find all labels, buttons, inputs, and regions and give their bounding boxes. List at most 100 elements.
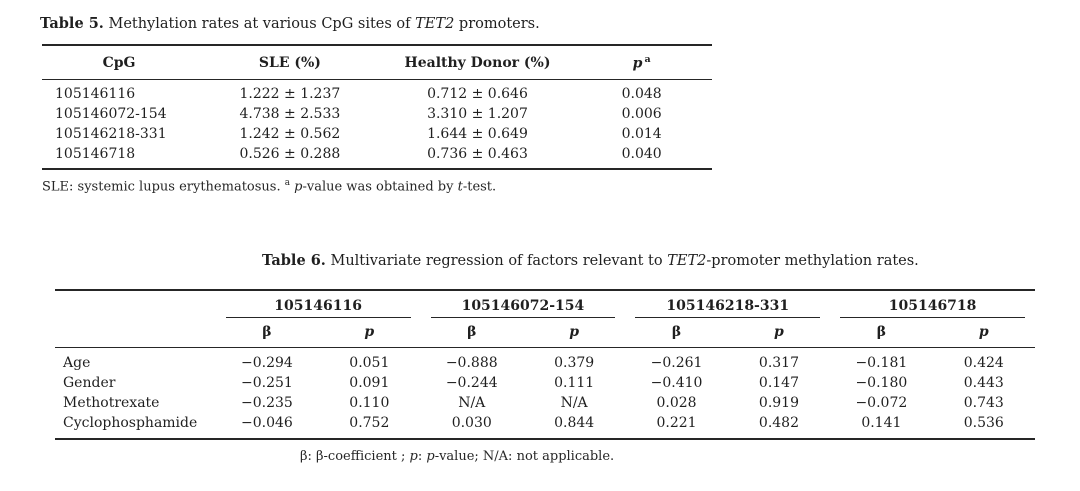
cell-sle: 4.738 ± 2.533: [239, 105, 341, 122]
cell-beta: 0.221: [656, 414, 697, 431]
table6-caption-gene: TET2: [667, 252, 707, 269]
table-row: Age −0.294 0.051 −0.888 0.379 −0.261 0.3…: [55, 347, 1035, 373]
p-symbol: p: [409, 448, 418, 464]
cell-p: 0.048: [621, 85, 662, 102]
table5-footnote: SLE: systemic lupus erythematosus. a p-v…: [42, 175, 1080, 195]
cell-beta: −0.261: [650, 354, 703, 371]
cell-beta: −0.251: [241, 374, 293, 391]
group-header-105146116: 105146116: [216, 290, 421, 318]
cell-p: 0.424: [963, 354, 1004, 371]
table6: 105146116 105146072-154 105146218-331 10…: [55, 288, 1035, 440]
table-row: Cyclophosphamide −0.046 0.752 0.030 0.84…: [55, 413, 1035, 439]
cell-p: 0.536: [963, 414, 1004, 431]
table6-caption-tail: -promoter methylation rates.: [706, 252, 919, 269]
cell-cpg: 105146218-331: [55, 125, 167, 142]
document-page: Table 5. Methylation rates at various Cp…: [0, 14, 1080, 465]
table6-footnote: β: β-coefficient ; p: p-value; N/A: not …: [300, 448, 1080, 465]
table-row: 105146116 1.222 ± 1.237 0.712 ± 0.646 0.…: [42, 79, 712, 104]
cell-p: 0.379: [554, 354, 595, 371]
table5-caption-tail: promoters.: [454, 16, 540, 32]
p-symbol: p: [426, 448, 435, 464]
p-symbol: p: [632, 55, 643, 72]
cell-cpg: 105146072-154: [55, 105, 167, 122]
group-header-105146218-331: 105146218-331: [625, 290, 830, 318]
cell-p: 0.091: [349, 374, 390, 391]
col-header-p: p: [569, 323, 580, 340]
cell-p: 0.317: [758, 354, 799, 371]
empty-corner-cell: [55, 318, 216, 348]
table-row: 105146218-331 1.242 ± 0.562 1.644 ± 0.64…: [42, 124, 712, 144]
cell-beta: −0.046: [241, 414, 293, 431]
row-label: Methotrexate: [63, 394, 160, 411]
table6-caption-label: Table 6.: [262, 251, 326, 269]
cell-p: 0.752: [349, 414, 390, 431]
cell-beta: −0.180: [855, 374, 908, 391]
row-label: Age: [63, 354, 91, 371]
cell-beta: N/A: [458, 394, 486, 411]
col-header-beta: β: [876, 323, 886, 340]
cell-p: 0.147: [758, 374, 799, 391]
table-row: 105146072-154 4.738 ± 2.533 3.310 ± 1.20…: [42, 104, 712, 124]
cell-beta: −0.294: [241, 354, 293, 371]
empty-corner-cell: [55, 290, 216, 318]
cell-p: 0.919: [758, 394, 799, 411]
cell-cpg: 105146718: [55, 145, 136, 162]
table6-subheader-row: β p β p β p β p: [55, 318, 1035, 348]
table5-caption-text: Methylation rates at various CpG sites o…: [103, 16, 416, 32]
cell-p: 0.111: [554, 374, 595, 391]
cell-beta: −0.072: [855, 394, 908, 411]
table5-caption-label: Table 5.: [40, 15, 104, 32]
cell-p: 0.443: [963, 374, 1004, 391]
footnote-text: SLE: systemic lupus erythematosus.: [42, 178, 285, 194]
cell-p: 0.110: [349, 394, 390, 411]
cell-p: 0.482: [758, 414, 799, 431]
row-label: Cyclophosphamide: [63, 414, 198, 431]
cell-p: 0.051: [349, 354, 390, 371]
cell-healthy: 0.736 ± 0.463: [427, 145, 528, 162]
table6-section: Table 6. Multivariate regression of fact…: [0, 251, 1080, 465]
footnote-text: β: β-coefficient ;: [300, 448, 410, 464]
col-header-sle: SLE (%): [258, 54, 321, 71]
table-row: 105146718 0.526 ± 0.288 0.736 ± 0.463 0.…: [42, 144, 712, 169]
footnote-text: -test.: [462, 178, 497, 194]
cell-p: N/A: [560, 394, 588, 411]
footnote-text: -value; N/A: not applicable.: [434, 448, 615, 464]
cell-sle: 0.526 ± 0.288: [239, 145, 341, 162]
footnote-text: -value was obtained by: [302, 178, 458, 194]
cell-p: 0.014: [621, 125, 662, 142]
cell-beta: 0.028: [656, 394, 697, 411]
cell-p: 0.743: [963, 394, 1004, 411]
t-symbol: t: [457, 178, 463, 194]
cell-healthy: 1.644 ± 0.649: [427, 125, 528, 142]
cell-p: 0.006: [621, 105, 662, 122]
table-row: Methotrexate −0.235 0.110 N/A N/A 0.028 …: [55, 393, 1035, 413]
cell-beta: −0.888: [445, 354, 498, 371]
table6-group-header-row: 105146116 105146072-154 105146218-331 10…: [55, 290, 1035, 318]
cell-p: 0.844: [554, 414, 595, 431]
cell-beta: 0.030: [451, 414, 492, 431]
col-header-cpg: CpG: [102, 54, 136, 71]
col-header-beta: β: [262, 323, 272, 340]
footnote-marker-a: a: [284, 177, 290, 188]
table-row: Gender −0.251 0.091 −0.244 0.111 −0.410 …: [55, 373, 1035, 393]
col-header-healthy-donor: Healthy Donor (%): [404, 54, 551, 71]
cell-sle: 1.222 ± 1.237: [239, 85, 341, 102]
cell-sle: 1.242 ± 0.562: [239, 125, 341, 142]
table5-caption: Table 5. Methylation rates at various Cp…: [40, 14, 1080, 34]
cell-beta: −0.181: [855, 354, 908, 371]
table6-caption: Table 6. Multivariate regression of fact…: [262, 251, 1080, 271]
cell-healthy: 3.310 ± 1.207: [427, 105, 528, 122]
footnote-marker-a: a: [644, 54, 651, 65]
col-header-p: p: [978, 323, 989, 340]
col-header-beta: β: [467, 323, 477, 340]
table5-caption-gene: TET2: [415, 16, 455, 32]
cell-healthy: 0.712 ± 0.646: [427, 85, 528, 102]
cell-beta: −0.235: [241, 394, 293, 411]
col-header-p: p: [774, 323, 784, 340]
col-header-beta: β: [671, 323, 682, 340]
group-header-105146072-154: 105146072-154: [421, 290, 626, 318]
group-header-105146718: 105146718: [830, 290, 1035, 318]
cell-beta: −0.410: [650, 374, 703, 391]
